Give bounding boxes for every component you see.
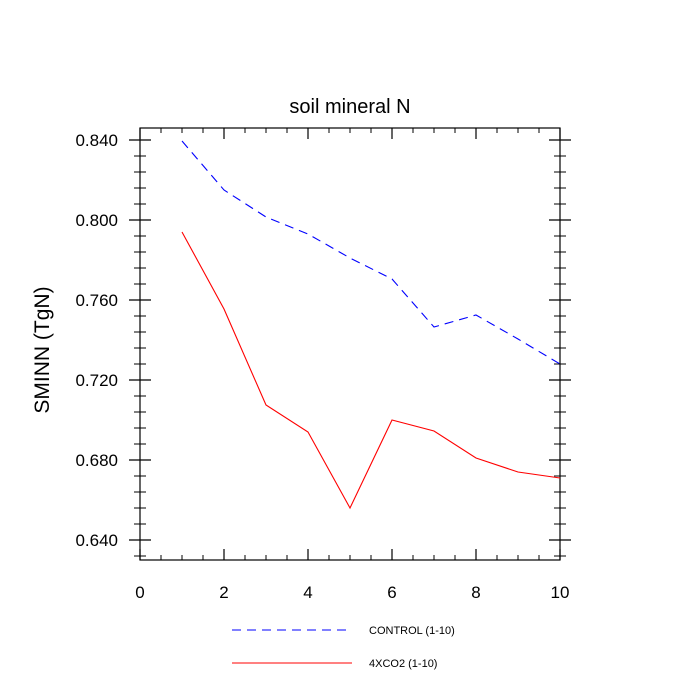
series-line-4xco2 [181,231,561,510]
x-tick-label: 2 [219,583,228,602]
y-tick-label: 0.840 [75,131,118,150]
y-axis-label: SMINN (TgN) [31,286,54,413]
legend-label-4xco2: 4XCO2 (1-10) [369,658,437,670]
series-line-control [181,140,561,365]
x-tick-label: 8 [471,583,480,602]
x-tick-label: 0 [135,583,144,602]
y-tick-label: 0.640 [75,531,118,550]
y-tick-label: 0.680 [75,451,118,470]
y-tick-label: 0.800 [75,211,118,230]
x-tick-label: 6 [387,583,396,602]
legend: CONTROL (1-10) 4XCO2 (1-10) [232,625,455,670]
legend-label-control: CONTROL (1-10) [369,625,455,637]
plot-frame [139,127,561,561]
chart-title: soil mineral N [289,96,410,118]
x-tick-label: 10 [551,583,570,602]
plot-area: 0 2 4 6 8 10 0.640 0.680 0.720 0.760 0.800 0.840 [75,127,571,602]
y-tick-label: 0.720 [75,371,118,390]
y-tick-label: 0.760 [75,291,118,310]
x-tick-label: 4 [303,583,312,602]
